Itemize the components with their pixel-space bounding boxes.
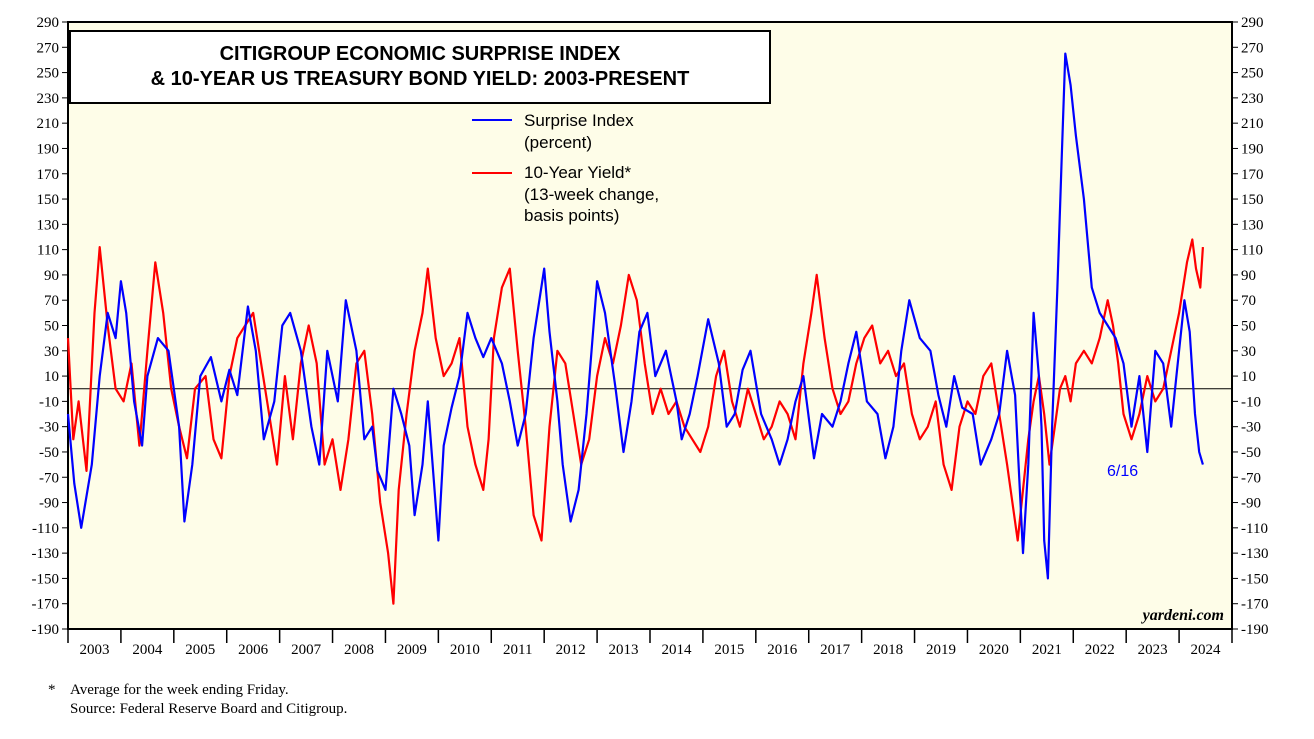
legend-label-surprise: Surprise Index [524,111,634,130]
y-tick-label-left: -90 [39,496,59,512]
x-tick-label: 2020 [979,642,1009,658]
y-tick-label-left: 50 [44,319,59,335]
y-tick-label-right: 150 [1241,192,1264,208]
y-tick-label-right: -50 [1241,445,1261,461]
y-tick-label-right: 210 [1241,116,1264,132]
y-tick-label-left: -130 [32,546,60,562]
x-tick-label: 2011 [503,642,532,658]
x-tick-label: 2010 [450,642,480,658]
last-date-label: 6/16 [1107,463,1138,480]
y-tick-label-right: 50 [1241,319,1256,335]
x-tick-label: 2019 [926,642,956,658]
x-axis: 2003 2004 2005 2006 2007 2008 2009 2010 2011 2012… [67,629,1233,658]
y-tick-label-right: -110 [1241,521,1268,537]
x-tick-label: 2023 [1138,642,1168,658]
y-tick-label-left: 170 [37,167,60,183]
y-tick-label-left: 210 [37,116,60,132]
series-line-10-year-yield [66,238,1204,605]
y-tick-label-left: 190 [37,141,60,157]
series-line-surprise-index [66,52,1204,580]
y-tick-label-right: 10 [1241,369,1256,385]
x-tick-label: 2015 [714,642,744,658]
footnote: * Average for the week ending Friday. Sou… [48,681,347,719]
title-box: CITIGROUP ECONOMIC SURPRISE INDEX & 10-Y… [69,30,771,104]
y-tick-label-left: -70 [39,470,59,486]
y-tick-label-right: 290 [1241,15,1264,31]
y-axis-right: 290 270 250 230 210 190 170 150 130 110 90 70 50 30 10… [1232,15,1269,638]
x-tick-label: 2014 [661,642,692,658]
y-tick-label-right: 230 [1241,91,1264,107]
y-tick-label-right: 110 [1241,243,1263,259]
legend-sub-yield-1: (13-week change, [524,185,659,204]
y-tick-label-right: 30 [1241,344,1256,360]
x-tick-label: 2017 [820,642,851,658]
x-tick-label: 2016 [767,642,798,658]
y-tick-label-left: 230 [37,91,60,107]
y-tick-label-right: 190 [1241,141,1264,157]
x-tick-label: 2003 [79,642,109,658]
y-tick-label-left: -30 [39,420,59,436]
y-tick-label-left: -150 [32,571,60,587]
y-tick-label-right: -70 [1241,470,1261,486]
x-tick-label: 2009 [397,642,427,658]
y-tick-label-right: -190 [1241,622,1269,638]
y-tick-label-left: 270 [37,40,60,56]
y-tick-label-left: 150 [37,192,60,208]
y-tick-label-left: -190 [32,622,60,638]
y-tick-label-right: -170 [1241,597,1269,613]
x-tick-label: 2024 [1191,642,1222,658]
y-tick-label-left: -10 [39,394,59,410]
footnote-line-1: Average for the week ending Friday. [70,682,289,698]
y-tick-label-left: 90 [44,268,59,284]
legend-label-yield: 10-Year Yield* [524,163,632,182]
y-tick-label-right: 70 [1241,293,1256,309]
y-tick-label-left: -110 [32,521,59,537]
x-tick-label: 2005 [185,642,215,658]
x-tick-label: 2018 [873,642,903,658]
footnote-star: * [48,682,56,698]
legend-sub-yield-2: basis points) [524,206,619,225]
y-tick-label-left: 130 [37,217,60,233]
y-tick-label-right: 250 [1241,66,1264,82]
y-tick-label-left: -50 [39,445,59,461]
legend-sub-surprise: (percent) [524,133,592,152]
chart-title-line-2: & 10-YEAR US TREASURY BOND YIELD: 2003-P… [151,68,690,90]
legend: Surprise Index (percent) 10-Year Yield* … [472,111,659,225]
y-tick-label-right: 90 [1241,268,1256,284]
x-tick-label: 2012 [556,642,586,658]
chart: 290 270 250 230 210 190 170 150 130 110 90 70 50 30 10… [32,15,1269,658]
y-tick-label-left: 70 [44,293,59,309]
x-tick-label: 2021 [1032,642,1062,658]
x-tick-label: 2007 [291,642,322,658]
y-tick-label-right: 270 [1241,40,1264,56]
x-tick-label: 2013 [609,642,639,658]
x-tick-label: 2022 [1085,642,1115,658]
x-tick-label: 2008 [344,642,374,658]
y-tick-label-left: 30 [44,344,59,360]
y-tick-label-left: 110 [37,243,59,259]
y-tick-label-right: 130 [1241,217,1264,233]
y-tick-label-right: -10 [1241,394,1261,410]
x-tick-label: 2004 [132,642,163,658]
y-tick-label-left: -170 [32,597,60,613]
y-tick-label-right: 170 [1241,167,1264,183]
y-tick-label-right: -150 [1241,571,1269,587]
y-axis-left: 290 270 250 230 210 190 170 150 130 110 90 70 50 30 10… [32,15,68,638]
y-tick-label-left: 250 [37,66,60,82]
y-tick-label-left: 10 [44,369,59,385]
brand-watermark: yardeni.com [1141,607,1224,624]
series-layer [66,52,1204,605]
y-tick-label-right: -30 [1241,420,1261,436]
y-tick-label-right: -90 [1241,496,1261,512]
y-tick-label-left: 290 [37,15,60,31]
chart-title-line-1: CITIGROUP ECONOMIC SURPRISE INDEX [220,43,621,65]
x-tick-label: 2006 [238,642,269,658]
footnote-line-2: Source: Federal Reserve Board and Citigr… [70,701,348,717]
y-tick-label-right: -130 [1241,546,1269,562]
